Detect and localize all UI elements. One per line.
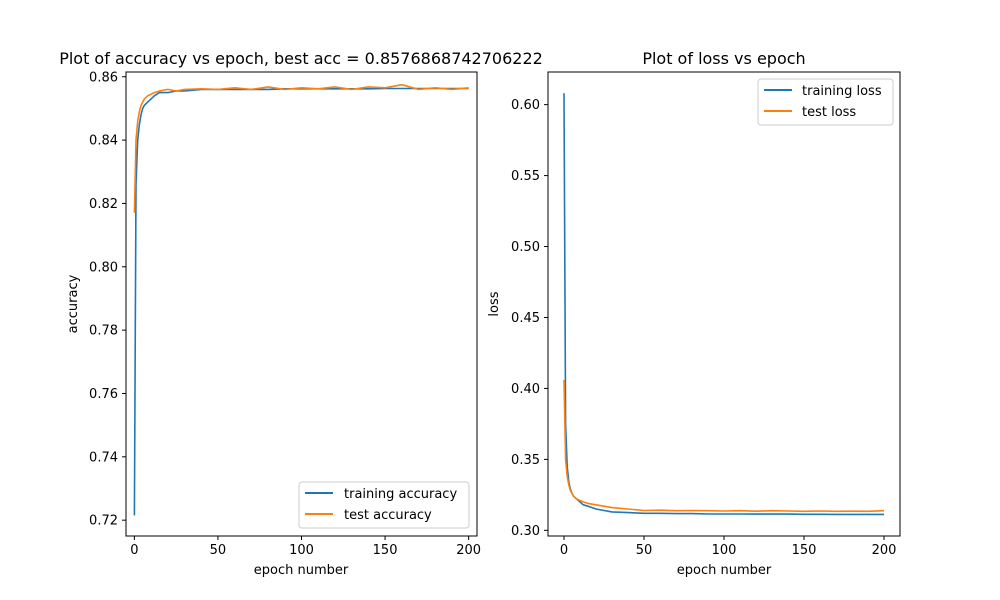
accuracy-subplot: Plot of accuracy vs epoch, best acc = 0.…	[59, 49, 543, 578]
loss-y-tick-label: 0.35	[511, 453, 540, 468]
accuracy-legend-label-test: test accuracy	[344, 508, 432, 523]
loss-x-tick-label: 100	[712, 543, 737, 558]
accuracy-y-tick-label: 0.86	[89, 70, 118, 85]
accuracy-legend-label-training: training accuracy	[344, 487, 457, 502]
accuracy-chart-title: Plot of accuracy vs epoch, best acc = 0.…	[59, 49, 543, 68]
accuracy-legend-box	[298, 481, 470, 529]
loss-y-tick-label: 0.50	[511, 240, 540, 255]
loss-y-tick-label: 0.55	[511, 169, 540, 184]
accuracy-y-axis-label: accuracy	[66, 274, 81, 333]
loss-chart-title: Plot of loss vs epoch	[642, 49, 805, 68]
accuracy-y-tick-label: 0.72	[89, 514, 118, 529]
loss-y-tick-label: 0.45	[511, 311, 540, 326]
accuracy-plot-area: 0 50 100 150 200 0.72 0.74 0.76 0.78 0.80 0.82 0.84…	[89, 70, 481, 558]
accuracy-y-tick-label: 0.74	[89, 450, 118, 465]
accuracy-legend: training accuracy test accuracy	[298, 481, 470, 529]
loss-legend: training loss test loss	[757, 78, 894, 126]
accuracy-y-tick-label: 0.84	[89, 134, 118, 149]
loss-legend-label-test: test loss	[802, 105, 856, 120]
accuracy-x-axis-label: epoch number	[254, 563, 349, 578]
accuracy-x-tick-label: 0	[130, 543, 138, 558]
accuracy-x-tick-label: 200	[456, 543, 481, 558]
loss-series-line-test	[563, 379, 885, 513]
loss-plot-area: 0 50 100 150 200 0.30 0.35 0.40 0.45 0.50 0.55 0.60	[511, 71, 901, 558]
accuracy-y-tick-label: 0.78	[89, 324, 118, 339]
loss-x-axis-label: epoch number	[677, 563, 772, 578]
loss-x-tick-label: 50	[636, 543, 653, 558]
loss-y-axis-label: loss	[487, 291, 502, 316]
accuracy-y-tick-label: 0.80	[89, 260, 118, 275]
loss-y-tick-label: 0.40	[511, 382, 540, 397]
accuracy-y-tick-label: 0.76	[89, 387, 118, 402]
accuracy-series-line-test	[133, 83, 469, 213]
accuracy-y-tick-label: 0.82	[89, 197, 118, 212]
loss-x-tick-label: 200	[872, 543, 897, 558]
loss-subplot: Plot of loss vs epoch 0 50 100 150 200 0.30 0.…	[487, 49, 901, 578]
accuracy-x-tick-label: 150	[373, 543, 398, 558]
loss-x-tick-label: 0	[560, 543, 568, 558]
loss-x-tick-label: 150	[792, 543, 817, 558]
accuracy-x-tick-label: 100	[289, 543, 314, 558]
loss-y-tick-label: 0.60	[511, 98, 540, 113]
loss-legend-label-training: training loss	[802, 84, 882, 99]
accuracy-x-tick-label: 50	[210, 543, 227, 558]
loss-y-tick-label: 0.30	[511, 524, 540, 539]
